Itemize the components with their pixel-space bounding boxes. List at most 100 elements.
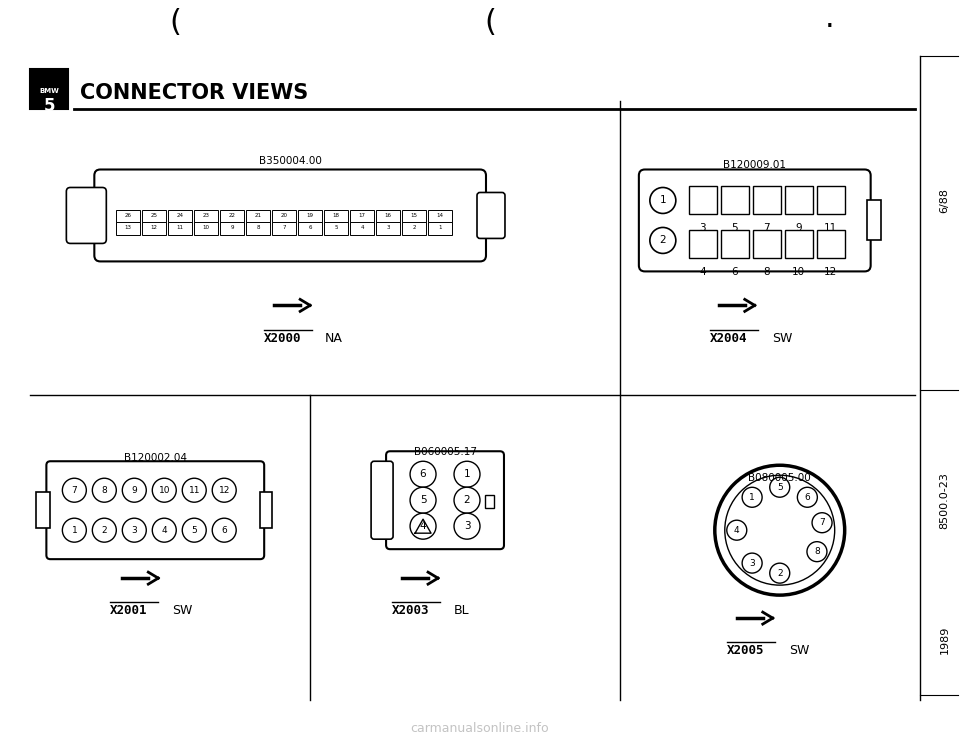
Text: (: (	[169, 8, 181, 37]
Text: 6: 6	[732, 267, 738, 278]
Text: 3: 3	[386, 225, 390, 230]
Circle shape	[454, 513, 480, 539]
Bar	[428, 222, 452, 235]
Circle shape	[122, 478, 146, 502]
Text: 6: 6	[420, 469, 426, 479]
Bar	[689, 231, 717, 258]
Bar	[753, 187, 780, 214]
Text: 11: 11	[188, 486, 200, 495]
Bar	[194, 211, 218, 223]
Circle shape	[454, 461, 480, 487]
Bar	[194, 222, 218, 235]
Bar	[246, 211, 270, 223]
Bar	[299, 211, 323, 223]
Bar	[246, 222, 270, 235]
Text: X2004: X2004	[709, 332, 747, 345]
FancyBboxPatch shape	[94, 170, 486, 261]
Text: 20: 20	[280, 213, 288, 218]
Circle shape	[92, 518, 116, 542]
Text: 7: 7	[763, 223, 770, 234]
Text: 8: 8	[256, 225, 260, 230]
FancyBboxPatch shape	[46, 461, 264, 559]
FancyBboxPatch shape	[66, 187, 107, 243]
Text: 9: 9	[230, 225, 234, 230]
Text: 6: 6	[308, 225, 312, 230]
Bar	[402, 222, 426, 235]
Bar	[273, 211, 296, 223]
Circle shape	[410, 513, 436, 539]
Text: SW: SW	[772, 332, 792, 345]
Circle shape	[715, 465, 845, 595]
Bar	[168, 211, 192, 223]
Circle shape	[727, 520, 747, 540]
Text: X2001: X2001	[110, 603, 148, 617]
Bar	[485, 496, 494, 508]
Text: 21: 21	[254, 213, 262, 218]
Text: X2005: X2005	[727, 644, 764, 657]
Circle shape	[812, 513, 832, 533]
Text: B080005.00: B080005.00	[749, 473, 811, 484]
Text: 4: 4	[360, 225, 364, 230]
Text: 12: 12	[824, 267, 837, 278]
Text: B350004.00: B350004.00	[259, 155, 322, 165]
FancyBboxPatch shape	[372, 461, 393, 539]
Text: 3: 3	[749, 559, 755, 568]
Bar	[721, 187, 749, 214]
Bar	[350, 211, 374, 223]
Bar	[350, 222, 374, 235]
Bar	[324, 211, 348, 223]
Text: 11: 11	[824, 223, 837, 234]
Circle shape	[770, 563, 790, 583]
Text: 14: 14	[437, 213, 444, 218]
Text: 17: 17	[359, 213, 366, 218]
Text: 15: 15	[411, 213, 418, 218]
Bar	[428, 211, 452, 223]
Circle shape	[122, 518, 146, 542]
Text: 9: 9	[796, 223, 802, 234]
Text: 1: 1	[439, 225, 442, 230]
Circle shape	[742, 553, 762, 573]
Bar	[817, 187, 845, 214]
Text: 5: 5	[43, 97, 55, 115]
Text: B120002.04: B120002.04	[124, 453, 187, 464]
Text: 7: 7	[282, 225, 286, 230]
Text: 1: 1	[660, 196, 666, 205]
Text: 6: 6	[222, 526, 228, 535]
Circle shape	[410, 461, 436, 487]
Circle shape	[807, 542, 827, 562]
Bar	[142, 222, 166, 235]
Bar	[299, 222, 323, 235]
Bar	[867, 200, 880, 240]
Circle shape	[182, 518, 206, 542]
Text: 26: 26	[125, 213, 132, 218]
Bar	[402, 211, 426, 223]
Circle shape	[742, 487, 762, 507]
Text: .: .	[825, 4, 834, 33]
Text: (: (	[484, 8, 496, 37]
FancyBboxPatch shape	[638, 170, 871, 272]
Circle shape	[212, 518, 236, 542]
Text: 12: 12	[219, 486, 229, 495]
Circle shape	[650, 228, 676, 254]
Circle shape	[725, 475, 834, 585]
Text: 24: 24	[177, 213, 183, 218]
Text: 1989: 1989	[940, 626, 949, 654]
Text: B060005.17: B060005.17	[414, 447, 476, 458]
Bar	[273, 222, 296, 235]
FancyBboxPatch shape	[477, 193, 505, 238]
Text: 4: 4	[161, 526, 167, 535]
Bar	[168, 222, 192, 235]
Text: 2: 2	[102, 526, 108, 535]
Circle shape	[798, 487, 817, 507]
Text: 3: 3	[132, 526, 137, 535]
Text: 5: 5	[334, 225, 338, 230]
Text: 23: 23	[203, 213, 209, 218]
Text: NA: NA	[325, 332, 343, 345]
Text: 7: 7	[819, 519, 825, 527]
Bar	[324, 222, 348, 235]
Bar	[220, 222, 244, 235]
Text: 18: 18	[332, 213, 340, 218]
Text: 2: 2	[464, 496, 470, 505]
Text: 5: 5	[732, 223, 738, 234]
Bar	[784, 231, 813, 258]
